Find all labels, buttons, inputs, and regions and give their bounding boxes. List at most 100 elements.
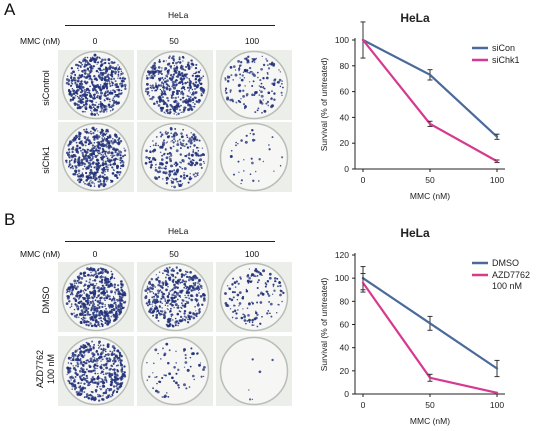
colony-dot: [198, 310, 201, 314]
colony-dot: [184, 155, 187, 157]
colony-dot: [101, 269, 103, 271]
colony-dot: [158, 176, 161, 179]
colony-dot: [168, 323, 170, 325]
colony-dot: [277, 285, 279, 288]
colony-dot: [104, 152, 107, 155]
colony-dot: [70, 303, 73, 305]
colony-dot: [281, 94, 283, 96]
colony-dot: [172, 83, 175, 86]
colony-dot: [95, 134, 99, 137]
colony-dot: [111, 66, 115, 70]
colony-dot: [176, 180, 178, 183]
colony-dot: [97, 161, 100, 164]
colony-dot: [99, 175, 102, 179]
colony-dot: [114, 302, 116, 304]
colony-dot: [161, 310, 164, 313]
colony-dot: [70, 362, 72, 364]
colony-dot: [169, 302, 172, 306]
colony-dot: [187, 291, 190, 294]
colony-dot: [103, 93, 106, 95]
colony-dot: [268, 148, 271, 151]
colony-dot: [157, 84, 161, 87]
colony-dot: [113, 299, 116, 302]
colony-dot: [184, 100, 188, 104]
panel-a-cell-line: HeLa: [168, 10, 189, 20]
colony-dot: [120, 359, 123, 362]
colony-dot: [99, 133, 102, 135]
colony-dot: [194, 172, 197, 174]
colony-dot: [199, 284, 203, 288]
colony-dot: [97, 185, 101, 188]
colony-dot: [98, 293, 101, 297]
colony-dot: [258, 85, 260, 87]
colony-dot: [186, 321, 190, 324]
colony-dot: [166, 324, 169, 328]
colony-dot: [165, 86, 169, 89]
colony-dot: [245, 94, 248, 97]
colony-dot: [69, 306, 71, 309]
colony-dot: [189, 145, 192, 148]
colony-dot: [171, 185, 173, 188]
colony-dot: [95, 272, 98, 275]
colony-dot: [74, 303, 77, 306]
colony-dot: [84, 72, 87, 75]
colony-dot: [98, 56, 101, 59]
colony-dot: [189, 176, 191, 178]
colony-dot: [180, 76, 182, 79]
colony-dot: [82, 368, 85, 371]
colony-dot: [191, 286, 195, 289]
colony-dot: [92, 131, 95, 135]
colony-dot: [184, 88, 186, 91]
colony-dot: [81, 140, 83, 142]
colony-dot: [88, 182, 91, 184]
colony-dot: [273, 170, 275, 172]
colony-dot: [89, 71, 92, 74]
colony-dot: [173, 306, 175, 309]
colony-dot: [95, 136, 99, 139]
colony-dot: [77, 291, 80, 294]
colony-dot: [175, 178, 178, 181]
colony-dot: [240, 182, 242, 185]
colony-dot: [166, 288, 168, 291]
colony-dot: [78, 316, 80, 319]
colony-dot: [110, 179, 112, 182]
colony-dot: [259, 102, 261, 104]
colony-dot: [96, 300, 99, 303]
colony-dot: [109, 358, 112, 361]
colony-dot: [99, 60, 103, 64]
colony-dot: [68, 160, 71, 162]
colony-dot: [108, 368, 112, 371]
colony-dot: [188, 311, 192, 315]
colony-dot: [84, 111, 87, 113]
colony-dot: [281, 86, 284, 89]
colony-dot: [237, 67, 241, 71]
colony-dot: [254, 170, 257, 173]
colony-dot: [237, 309, 239, 311]
colony-dot: [81, 70, 84, 72]
colony-dot: [254, 90, 258, 94]
colony-dot: [70, 82, 73, 84]
colony-dot: [183, 282, 187, 286]
colony-dot: [74, 169, 78, 173]
colony-dot: [187, 153, 191, 157]
colony-dot: [153, 307, 157, 311]
colony-dot: [100, 372, 102, 375]
colony-dot: [198, 147, 200, 149]
colony-dot: [273, 277, 277, 280]
colony-dot: [113, 315, 116, 318]
colony-dot: [267, 104, 270, 107]
colony-dot: [113, 95, 116, 98]
colony-dot: [181, 159, 184, 161]
colony-dot: [251, 128, 254, 132]
colony-dot: [93, 367, 97, 370]
colony-dot: [169, 104, 172, 106]
colony-dot: [111, 275, 114, 277]
colony-dot: [159, 84, 163, 87]
colony-dot: [166, 131, 170, 134]
colony-dot: [118, 299, 121, 301]
colony-dot: [101, 320, 103, 323]
colony-dot: [238, 100, 241, 103]
colony-dot: [190, 153, 194, 157]
colony-dot: [88, 70, 91, 73]
colony-dot: [80, 389, 84, 392]
